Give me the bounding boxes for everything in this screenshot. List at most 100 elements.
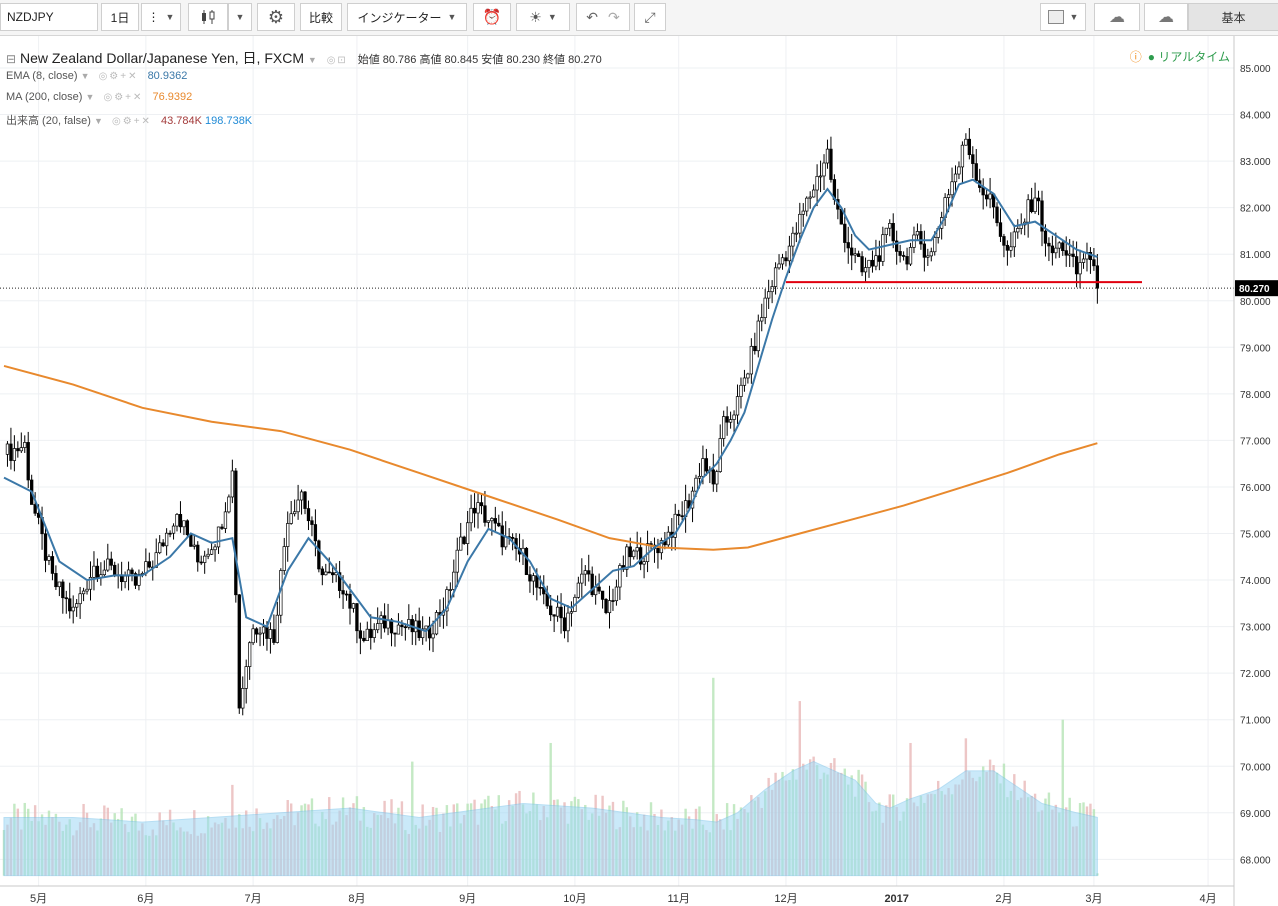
candle-body	[843, 223, 847, 243]
candle-body	[822, 162, 826, 177]
candle-body	[1050, 245, 1055, 254]
volume-ma-value: 198.738K	[205, 115, 253, 127]
price-tick-label: 70.000	[1240, 762, 1271, 773]
candle-body	[497, 522, 501, 527]
series-buttons[interactable]: ◎⊡	[326, 55, 348, 66]
ma-value: 76.9392	[152, 91, 193, 103]
candle-body	[510, 537, 515, 539]
chart-style-button[interactable]	[188, 3, 228, 31]
settings-button[interactable]: ⚙	[257, 3, 295, 31]
candle-body	[476, 502, 480, 514]
chevron-down-icon: ▼	[447, 12, 457, 22]
ma-buttons[interactable]: ◎⚙+✕	[103, 92, 144, 103]
candle-body	[362, 637, 366, 641]
alert-button[interactable]: ⏰	[473, 3, 511, 31]
symbol-text: NZDJPY	[7, 10, 54, 24]
interval-button[interactable]: 1日	[101, 3, 139, 31]
candle-body	[452, 571, 456, 590]
candle-body	[808, 196, 812, 199]
redo-icon[interactable]: ↷	[608, 8, 620, 25]
candle-body	[1005, 244, 1010, 251]
time-tick-label: 3月	[1085, 893, 1102, 905]
ma-label: MA (200, close)	[6, 91, 83, 103]
candle-body	[365, 628, 369, 641]
price-tick-label: 78.000	[1240, 390, 1271, 401]
ema-buttons[interactable]: ◎⚙+✕	[98, 71, 139, 82]
chart-area[interactable]: 85.000 84.000 83.000 82.000 81.000 80.000 79.0…	[0, 36, 1278, 906]
candle-body	[850, 247, 854, 256]
volume-buttons[interactable]: ◎⚙+✕	[112, 116, 152, 127]
chevron-down-icon[interactable]: ▼	[85, 92, 95, 102]
indicators-button[interactable]: インジケーター ▼	[347, 3, 467, 31]
candle-body	[794, 232, 798, 235]
candle-body	[185, 520, 190, 536]
candle-body	[1057, 242, 1061, 249]
candle-body	[580, 573, 584, 584]
price-chart[interactable]: 85.000 84.000 83.000 82.000 81.000 80.000 79.0…	[0, 36, 1278, 906]
candle-body	[984, 194, 989, 200]
candle-body	[697, 475, 702, 479]
candles	[5, 128, 1100, 716]
candle-body	[722, 416, 726, 439]
candle-body	[559, 606, 563, 619]
layout-tab-basic[interactable]: 基本	[1188, 3, 1278, 31]
candle-body	[331, 572, 335, 576]
candle-body	[1078, 262, 1082, 275]
candle-body	[898, 251, 902, 256]
candle-body	[549, 605, 553, 616]
candle-body	[327, 571, 331, 574]
candle-body	[113, 564, 117, 576]
collapse-icon[interactable]: ⊟	[6, 52, 17, 66]
compare-button[interactable]: 比較	[300, 3, 342, 31]
candle-body	[1036, 197, 1041, 202]
candle-body	[600, 590, 605, 600]
last-price-label: 80.270	[1239, 284, 1270, 295]
series-title: New Zealand Dollar/Japanese Yen, 日, FXCM	[19, 50, 304, 66]
chevron-down-icon[interactable]: ▼	[307, 55, 317, 65]
candle-body	[760, 317, 764, 322]
candle-body	[1071, 253, 1075, 257]
candle-body	[888, 223, 892, 229]
candle-body	[154, 552, 158, 568]
symbol-input[interactable]: NZDJPY	[0, 3, 98, 31]
candle-body	[164, 532, 169, 547]
candle-body	[109, 558, 113, 566]
candle-body	[237, 594, 241, 709]
ideas-button[interactable]: ☀ ▼	[516, 3, 570, 31]
chevron-down-icon[interactable]: ▼	[80, 71, 90, 81]
undo-icon[interactable]: ↶	[586, 8, 598, 25]
volume-bar	[712, 677, 715, 876]
chevron-down-icon[interactable]: ▼	[94, 116, 103, 126]
candle-body	[299, 491, 304, 501]
candle-body	[85, 588, 89, 592]
candle-body	[286, 523, 290, 547]
candle-body	[583, 570, 587, 575]
warning-icon[interactable]: ⓘ	[1129, 50, 1142, 64]
fullscreen-icon: ⤢	[644, 8, 656, 25]
candle-body	[261, 626, 266, 634]
candle-body	[825, 148, 830, 164]
candle-body	[929, 251, 933, 257]
chart-style-dropdown[interactable]: ▼	[228, 3, 252, 31]
candle-body	[206, 553, 210, 557]
candle-body	[732, 414, 736, 420]
fullscreen-button[interactable]: ⤢	[634, 3, 666, 31]
candle-body	[805, 197, 809, 212]
candle-body	[922, 243, 927, 258]
load-chart-button[interactable]: ☁	[1094, 3, 1140, 31]
candle-body	[538, 586, 542, 589]
candle-body	[5, 443, 10, 455]
layout-button[interactable]: ▼	[1040, 3, 1086, 31]
candle-body	[919, 231, 923, 245]
candle-body	[791, 232, 795, 247]
candle-body	[317, 540, 321, 570]
close-label: 終値	[543, 54, 566, 66]
save-chart-button[interactable]: ☁	[1144, 3, 1188, 31]
interval-menu-button[interactable]: ⋮ ▼	[141, 3, 181, 31]
candle-body	[597, 586, 601, 592]
candle-body	[12, 448, 17, 461]
candle-body	[981, 187, 985, 196]
candle-body	[282, 546, 286, 571]
candle-body	[964, 138, 968, 146]
candle-body	[64, 597, 68, 600]
